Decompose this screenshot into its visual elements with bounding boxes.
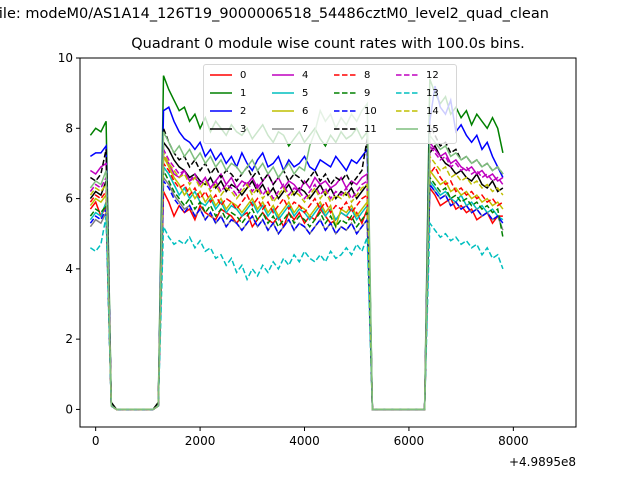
- legend-swatch: [272, 110, 294, 112]
- legend-item-15: 15: [394, 121, 439, 137]
- legend-label: 13: [426, 87, 439, 99]
- legend-item-11: 11: [332, 121, 377, 137]
- legend-item-0: 0: [208, 67, 246, 83]
- legend-label: 0: [240, 69, 247, 81]
- legend-label: 14: [426, 105, 439, 117]
- series-line-11: [89, 124, 504, 411]
- x-tick-label: 0: [92, 434, 100, 448]
- x-tick-label: 4000: [289, 434, 320, 448]
- legend-label: 12: [426, 69, 439, 81]
- x-axis-offset-label: +4.9895e8: [509, 455, 576, 469]
- legend-label: 15: [426, 123, 439, 135]
- legend-swatch: [396, 92, 418, 94]
- series-line-12: [89, 143, 504, 411]
- y-tick-label: 2: [65, 332, 73, 346]
- series-line-5: [89, 164, 504, 411]
- legend-swatch: [334, 92, 356, 94]
- legend-swatch: [272, 74, 294, 76]
- legend-label: 6: [302, 105, 309, 117]
- series-line-15: [89, 101, 504, 411]
- legend-swatch: [334, 128, 356, 130]
- legend-item-1: 1: [208, 85, 246, 101]
- legend-item-7: 7: [270, 121, 308, 137]
- legend-swatch: [210, 92, 232, 94]
- legend-label: 10: [364, 105, 377, 117]
- legend-swatch: [210, 110, 232, 112]
- legend-item-9: 9: [332, 85, 370, 101]
- legend-swatch: [210, 74, 232, 76]
- legend-label: 11: [364, 123, 377, 135]
- series-line-4: [89, 140, 504, 411]
- legend-label: 7: [302, 123, 309, 135]
- legend-swatch: [396, 110, 418, 112]
- y-tick-label: 6: [65, 192, 73, 206]
- legend-swatch: [396, 128, 418, 130]
- y-tick-label: 0: [65, 402, 73, 416]
- legend: 0 1 2 3 4 5 6 7 8 9 10 11 12 13 14 15: [203, 64, 457, 144]
- y-tick-label: 8: [65, 121, 73, 135]
- series-line-10: [89, 178, 504, 411]
- series-line-9: [89, 170, 504, 411]
- legend-label: 9: [364, 87, 371, 99]
- legend-item-13: 13: [394, 85, 439, 101]
- series-line-8: [89, 161, 504, 411]
- legend-label: 3: [240, 123, 247, 135]
- y-tick-label: 10: [58, 51, 73, 65]
- legend-swatch: [210, 128, 232, 130]
- x-tick-label: 8000: [498, 434, 529, 448]
- legend-item-6: 6: [270, 103, 308, 119]
- x-tick-label: 6000: [394, 434, 425, 448]
- plot-frame: [79, 57, 577, 428]
- legend-item-2: 2: [208, 103, 246, 119]
- chart-title: Quadrant 0 module wise count rates with …: [131, 36, 525, 52]
- figure-suptitle: n file: modeM0/AS1A14_126T19_9000006518_…: [0, 6, 549, 22]
- legend-item-14: 14: [394, 103, 439, 119]
- series-line-0: [89, 185, 503, 411]
- legend-label: 5: [302, 87, 309, 99]
- y-tick-label: 4: [65, 262, 73, 276]
- series-line-13: [89, 215, 504, 411]
- x-tick-label: 2000: [185, 434, 216, 448]
- legend-label: 1: [240, 87, 247, 99]
- legend-swatch: [334, 74, 356, 76]
- legend-swatch: [334, 110, 356, 112]
- legend-swatch: [396, 74, 418, 76]
- legend-label: 2: [240, 105, 247, 117]
- legend-label: 8: [364, 69, 371, 81]
- legend-swatch: [272, 128, 294, 130]
- legend-item-3: 3: [208, 121, 246, 137]
- legend-item-8: 8: [332, 67, 370, 83]
- legend-item-10: 10: [332, 103, 377, 119]
- series-line-3: [89, 140, 504, 411]
- legend-item-4: 4: [270, 67, 308, 83]
- legend-item-5: 5: [270, 85, 308, 101]
- legend-item-12: 12: [394, 67, 439, 83]
- legend-swatch: [272, 92, 294, 94]
- legend-label: 4: [302, 69, 309, 81]
